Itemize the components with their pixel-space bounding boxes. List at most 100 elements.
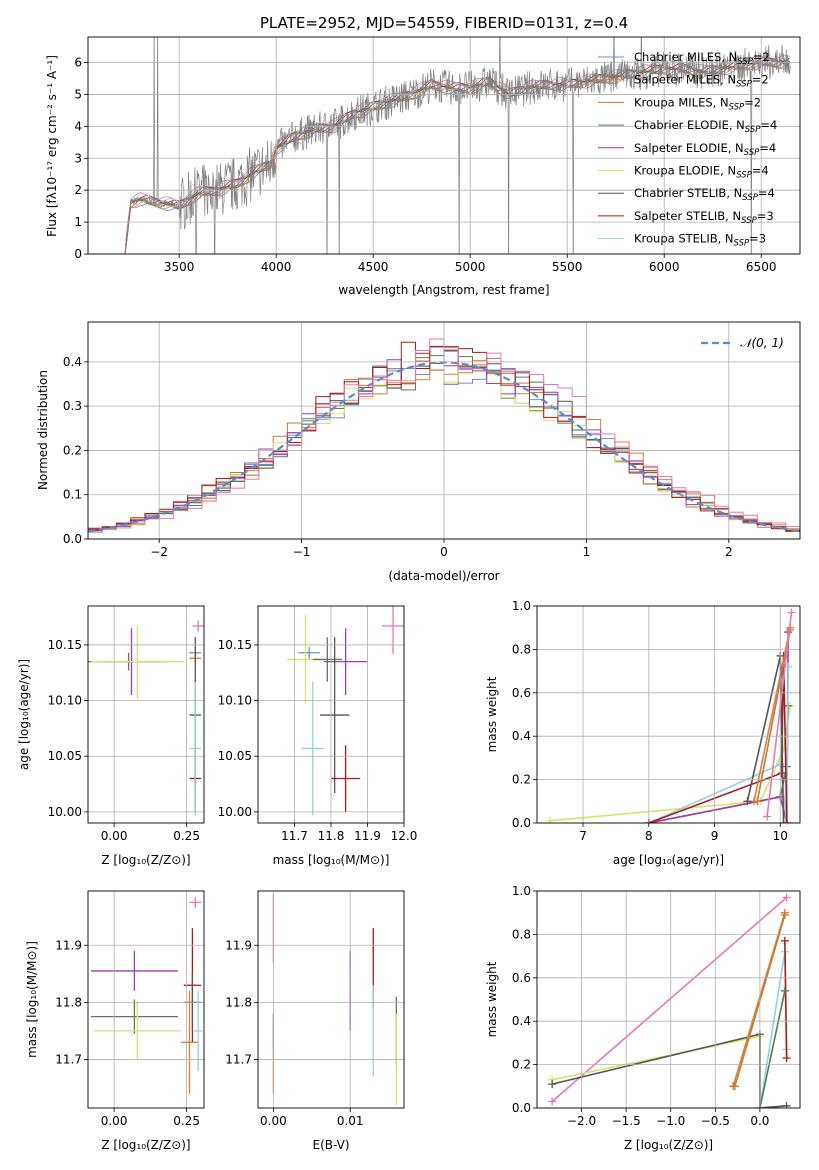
x-axis-label: (data-model)/error — [388, 569, 499, 583]
axes-frame — [536, 890, 801, 1109]
tick-label-y: 3 — [74, 151, 82, 165]
x-axis-label: Z [log₁₀(Z/Z⊙)] — [101, 853, 190, 867]
tick-label-x: 8 — [645, 829, 653, 843]
legend-entry: Salpeter STELIB, NSSP=3 — [634, 209, 774, 226]
axes-frame — [536, 605, 801, 824]
data-point — [782, 1101, 791, 1108]
tick-label-x: −1.0 — [656, 1114, 685, 1128]
tick-label-y: 5 — [74, 87, 82, 101]
tick-label-y: 0.8 — [512, 642, 531, 656]
tick-label-y: 1 — [74, 215, 82, 229]
tick-label-y: 0.3 — [63, 399, 82, 413]
tick-label-x: −1.5 — [612, 1114, 641, 1128]
tick-label-x: 11.9 — [354, 829, 381, 843]
legend-entry: Kroupa MILES, NSSP=2 — [634, 95, 761, 112]
tick-label-x: −2 — [150, 545, 168, 559]
tick-label-y: 0.1 — [63, 488, 82, 502]
data-point — [779, 745, 788, 754]
tick-label-y: 10.10 — [48, 694, 82, 708]
data-point — [548, 1097, 557, 1106]
tick-label-y: 10.05 — [48, 749, 82, 763]
legend-entry: Salpeter ELODIE, NSSP=4 — [634, 141, 776, 158]
axes-frame — [87, 890, 205, 1109]
data-point — [548, 1080, 557, 1089]
tick-label-y: 0.2 — [512, 773, 531, 787]
data-point — [743, 797, 752, 806]
tick-label-y: 0.4 — [512, 729, 531, 743]
data-point — [782, 819, 791, 823]
axes-frame — [87, 321, 801, 540]
plot-area-7 — [548, 893, 791, 1108]
legend-entry: Salpeter MILES, NSSP=2 — [634, 73, 769, 90]
y-axis-label: Flux [fλ10⁻¹⁷ erg cm⁻² s⁻¹ A⁻¹] — [45, 55, 59, 237]
tick-label-y: 11.8 — [225, 995, 252, 1009]
tick-label-y: 11.7 — [225, 1052, 252, 1066]
tick-label-y: 0 — [74, 247, 82, 261]
plot-area-6 — [272, 893, 397, 1106]
tick-label-x: 0.25 — [173, 1114, 200, 1128]
tick-label-y: 0.4 — [63, 355, 82, 369]
tick-label-x: 4000 — [261, 260, 292, 274]
x-axis-label: mass [log₁₀(M/M⊙)] — [273, 853, 390, 867]
x-axis-label: Z [log₁₀(Z/Z⊙)] — [101, 1138, 190, 1152]
model-spectrum-line — [123, 63, 790, 254]
tick-label-y: 10.00 — [48, 805, 82, 819]
tick-label-y: 11.7 — [55, 1052, 82, 1066]
tick-label-y: 0.4 — [512, 1014, 531, 1028]
data-point — [730, 1082, 739, 1091]
tick-label-y: 0.2 — [512, 1058, 531, 1072]
legend-entry: Kroupa STELIB, NSSP=3 — [634, 232, 766, 249]
x-axis-label: age [log₁₀(age/yr)] — [613, 853, 724, 867]
tick-label-x: 0.00 — [260, 1114, 287, 1128]
tick-label-x: 0.01 — [337, 1114, 364, 1128]
legend-entry: 𝒩(0, 1) — [740, 336, 784, 350]
axes-frame — [87, 605, 205, 824]
tick-label-y: 11.9 — [225, 938, 252, 952]
tick-label-x: 0.00 — [101, 1114, 128, 1128]
series-line — [551, 896, 788, 1103]
tick-label-y: 0.8 — [512, 927, 531, 941]
tick-label-x: −2.0 — [567, 1114, 596, 1128]
tick-label-y: 4 — [74, 119, 82, 133]
tick-label-y: 11.9 — [55, 938, 82, 952]
y-axis-label: Normed distribution — [36, 370, 50, 490]
data-point — [782, 893, 791, 902]
data-point — [753, 797, 762, 806]
tick-label-x: 11.7 — [281, 829, 308, 843]
series-line — [551, 990, 786, 1108]
plot-area-4 — [546, 608, 796, 823]
tick-label-x: 0.25 — [173, 829, 200, 843]
tick-label-y: 0.2 — [63, 443, 82, 457]
tick-label-x: 4500 — [358, 260, 389, 274]
legend-entry: Chabrier STELIB, NSSP=4 — [634, 186, 775, 203]
legend-entry: Kroupa ELODIE, NSSP=4 — [634, 164, 769, 181]
tick-label-y: 10.15 — [218, 638, 252, 652]
tick-label-y: 11.8 — [55, 995, 82, 1009]
data-point — [780, 986, 789, 995]
data-point — [780, 936, 789, 945]
tick-label-y: 0.0 — [63, 532, 82, 546]
tick-label-x: −0.5 — [701, 1114, 730, 1128]
tick-label-y: 0.6 — [512, 971, 531, 985]
axes-frame — [257, 890, 405, 1109]
tick-label-x: 7 — [579, 829, 587, 843]
tick-label-y: 0.6 — [512, 686, 531, 700]
tick-label-y: 2 — [74, 183, 82, 197]
tick-label-y: 1.0 — [512, 599, 531, 613]
y-axis-label: mass weight — [485, 676, 499, 752]
tick-label-x: 5500 — [552, 260, 583, 274]
data-point — [763, 812, 772, 821]
plot-area-3 — [287, 606, 404, 816]
tick-label-x: 1 — [583, 545, 591, 559]
tick-label-x: 6000 — [649, 260, 680, 274]
series-line — [756, 629, 791, 802]
series-line — [753, 627, 791, 802]
model-spectrum-line — [123, 54, 790, 254]
tick-label-x: 9 — [711, 829, 719, 843]
tick-label-x: 11.8 — [318, 829, 345, 843]
data-point — [787, 608, 796, 617]
x-axis-label: Z [log₁₀(Z/Z⊙)] — [624, 1138, 713, 1152]
plot-area-5 — [90, 896, 203, 1094]
legend-entry: Chabrier MILES, NSSP=2 — [634, 50, 770, 67]
